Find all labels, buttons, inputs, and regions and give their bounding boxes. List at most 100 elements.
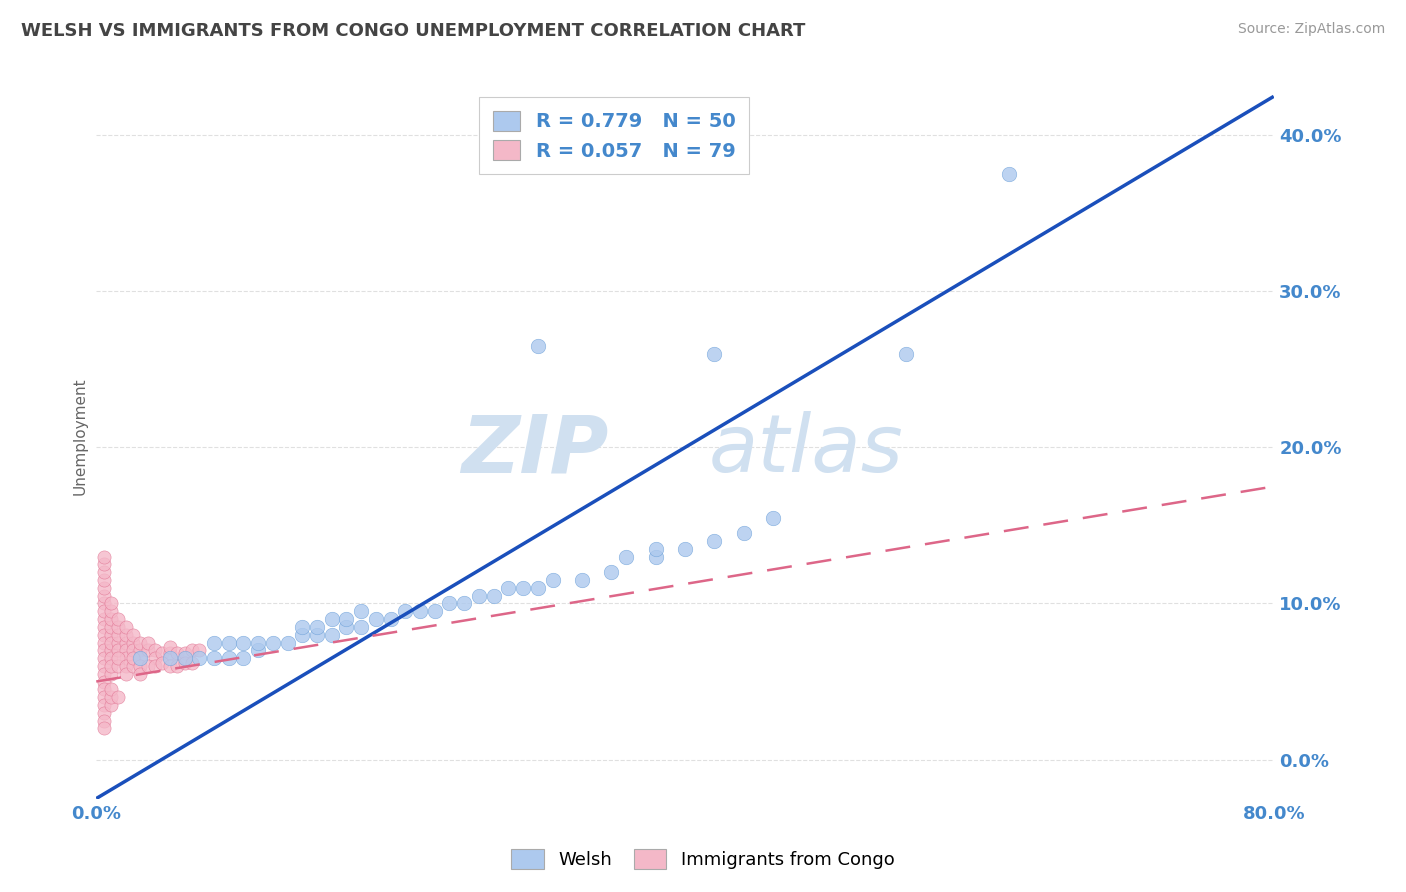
Legend: R = 0.779   N = 50, R = 0.057   N = 79: R = 0.779 N = 50, R = 0.057 N = 79 — [479, 97, 749, 174]
Point — [93, 722, 115, 736]
Point — [335, 612, 357, 626]
Point — [498, 581, 520, 595]
Point — [202, 635, 225, 649]
Point — [136, 635, 159, 649]
Point — [644, 549, 666, 564]
Point — [93, 674, 115, 689]
Point — [527, 581, 550, 595]
Point — [321, 612, 343, 626]
Point — [512, 581, 534, 595]
Point — [232, 635, 254, 649]
Y-axis label: Unemployment: Unemployment — [73, 377, 89, 494]
Point — [93, 643, 115, 657]
Point — [93, 597, 115, 611]
Point — [673, 541, 696, 556]
Point — [100, 666, 122, 681]
Point — [159, 647, 181, 661]
Point — [93, 706, 115, 720]
Point — [107, 690, 129, 705]
Point — [100, 628, 122, 642]
Point — [129, 635, 152, 649]
Point — [762, 510, 785, 524]
Point — [188, 651, 211, 665]
Point — [93, 682, 115, 697]
Point — [262, 635, 284, 649]
Point — [173, 651, 195, 665]
Point — [114, 666, 136, 681]
Point — [114, 628, 136, 642]
Point — [114, 659, 136, 673]
Point — [122, 651, 145, 665]
Point — [136, 659, 159, 673]
Point — [93, 566, 115, 580]
Point — [129, 643, 152, 657]
Point — [380, 612, 402, 626]
Point — [100, 659, 122, 673]
Point — [143, 659, 166, 673]
Point — [129, 651, 152, 665]
Point — [93, 628, 115, 642]
Point — [894, 347, 917, 361]
Point — [321, 628, 343, 642]
Point — [159, 640, 181, 655]
Text: Source: ZipAtlas.com: Source: ZipAtlas.com — [1237, 22, 1385, 37]
Point — [439, 597, 461, 611]
Point — [100, 682, 122, 697]
Point — [100, 643, 122, 657]
Point — [152, 656, 174, 670]
Point — [173, 656, 195, 670]
Point — [93, 604, 115, 618]
Point — [180, 643, 202, 657]
Point — [159, 659, 181, 673]
Point — [232, 651, 254, 665]
Point — [703, 347, 725, 361]
Point — [468, 589, 491, 603]
Point — [93, 714, 115, 728]
Point — [107, 620, 129, 634]
Point — [202, 651, 225, 665]
Point — [614, 549, 637, 564]
Point — [100, 651, 122, 665]
Point — [93, 651, 115, 665]
Point — [335, 620, 357, 634]
Point — [482, 589, 505, 603]
Point — [129, 666, 152, 681]
Point — [93, 612, 115, 626]
Point — [644, 541, 666, 556]
Point — [571, 573, 593, 587]
Point — [247, 643, 270, 657]
Point — [143, 643, 166, 657]
Point — [218, 651, 240, 665]
Point — [122, 659, 145, 673]
Point — [114, 651, 136, 665]
Point — [409, 604, 432, 618]
Point — [93, 549, 115, 564]
Point — [423, 604, 446, 618]
Point — [93, 635, 115, 649]
Point — [173, 647, 195, 661]
Point — [93, 589, 115, 603]
Point — [122, 635, 145, 649]
Point — [100, 620, 122, 634]
Point — [100, 604, 122, 618]
Point — [733, 526, 755, 541]
Point — [93, 690, 115, 705]
Text: ZIP: ZIP — [461, 411, 609, 490]
Point — [291, 628, 314, 642]
Point — [122, 643, 145, 657]
Point — [180, 656, 202, 670]
Point — [143, 651, 166, 665]
Point — [305, 620, 328, 634]
Point — [122, 628, 145, 642]
Point — [93, 581, 115, 595]
Point — [107, 612, 129, 626]
Point — [93, 659, 115, 673]
Point — [136, 643, 159, 657]
Point — [107, 659, 129, 673]
Point — [277, 635, 299, 649]
Point — [997, 168, 1019, 182]
Point — [166, 647, 188, 661]
Point — [107, 643, 129, 657]
Point — [350, 620, 373, 634]
Point — [93, 558, 115, 572]
